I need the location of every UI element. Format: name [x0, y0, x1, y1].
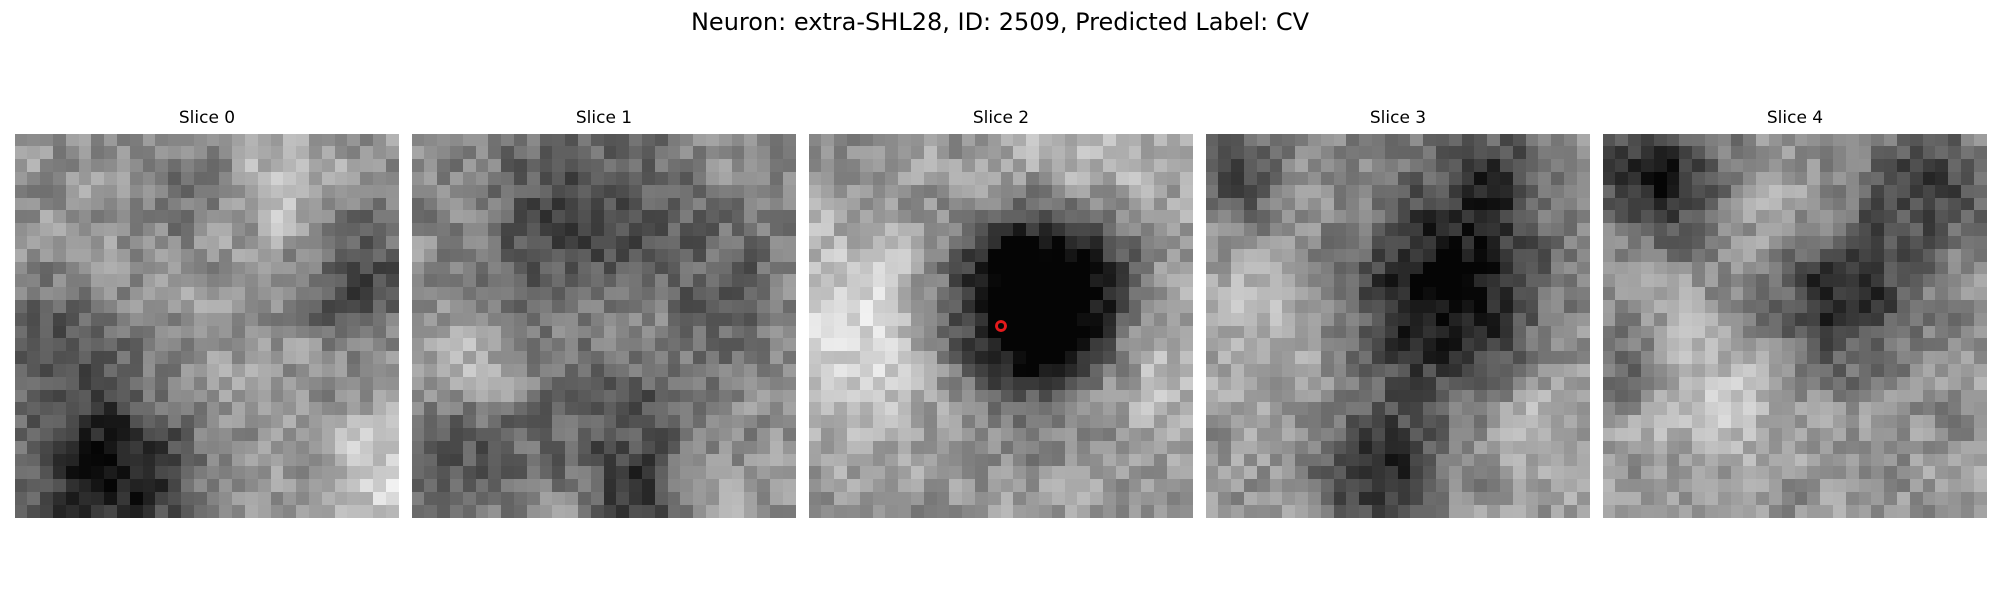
slice-panel-0: Slice 0 [15, 108, 399, 518]
slice-panel-4: Slice 4 [1603, 108, 1987, 518]
slice-image-0 [15, 134, 399, 518]
slice-title-4: Slice 4 [1766, 108, 1824, 128]
slice-image-2 [809, 134, 1193, 518]
slice-title-1: Slice 1 [575, 108, 633, 128]
slice-image-1 [412, 134, 796, 518]
slice-panel-1: Slice 1 [412, 108, 796, 518]
slice-panel-2: Slice 2 [809, 108, 1193, 518]
slice-image-3 [1206, 134, 1590, 518]
slice-title-2: Slice 2 [972, 108, 1030, 128]
slice-title-0: Slice 0 [178, 108, 236, 128]
slice-image-4 [1603, 134, 1987, 518]
slice-title-3: Slice 3 [1369, 108, 1427, 128]
slice-panel-3: Slice 3 [1206, 108, 1590, 518]
figure-title: Neuron: extra-SHL28, ID: 2509, Predicted… [690, 8, 1310, 36]
